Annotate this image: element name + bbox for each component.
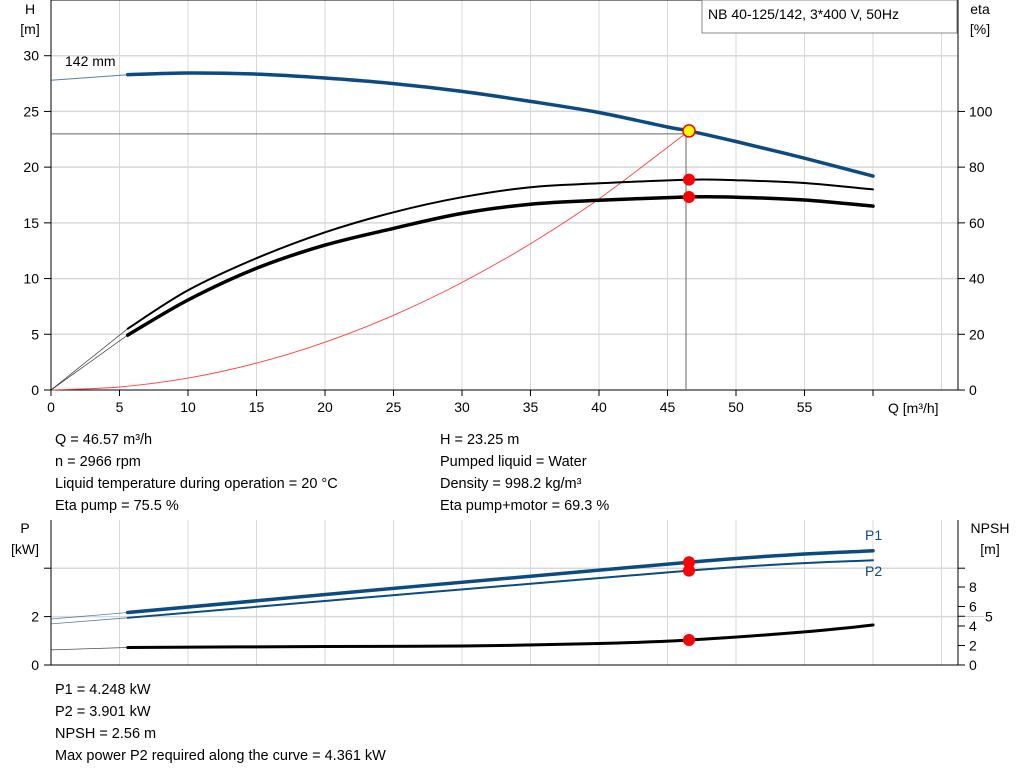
duty-info-right: H = 23.25 m Pumped liquid = Water Densit… (440, 429, 609, 517)
x-tick-label: 50 (728, 399, 744, 415)
y-tick-label: 30 (23, 48, 39, 64)
eta-pump-motor-curve (125, 194, 875, 337)
p2-curve-extrapolated (50, 617, 128, 625)
eta-pump-curve (126, 178, 874, 330)
plot-frame (50, 0, 959, 391)
npsh-tick-label: 2 (969, 638, 977, 654)
curve-label-142mm: 142 mm (65, 53, 116, 69)
head-duty-marker (682, 124, 696, 138)
head-efficiency-chart: NB 40-125/142, 3*400 V, 50Hz H [m] eta [… (20, 0, 993, 416)
npsh-axis-label-1: NPSH (971, 520, 1010, 536)
npsh-curve-extrapolated (50, 647, 128, 651)
p-axis-label-1: P (20, 520, 29, 536)
eta-pump-motor-duty-marker (683, 190, 696, 203)
y-axis-label-left-1: H (25, 1, 35, 17)
info-eta-pump-motor: Eta pump+motor = 69.3 % (440, 498, 610, 514)
info-max-p2: Max power P2 required along the curve = … (55, 748, 386, 764)
info-p2: P2 = 3.901 kW (55, 704, 151, 720)
y-tick-label: 20 (23, 159, 39, 175)
info-density: Density = 998.2 kg/m³ (440, 476, 582, 492)
y-tick-label: 0 (31, 382, 39, 398)
y-axis-label-right-1: eta (970, 1, 990, 17)
eta-pump-motor-curve-extrapolated (50, 334, 128, 391)
p-tick-label: 2 (31, 609, 39, 625)
info-liquid-temp: Liquid temperature during operation = 20… (55, 476, 338, 492)
head-curve (125, 71, 875, 178)
grid (51, 0, 958, 390)
eta-tick-label: 80 (969, 159, 985, 175)
eta-pump-curve-extrapolated (50, 328, 128, 391)
info-pumped-liquid: Pumped liquid = Water (440, 454, 587, 470)
head-curve-extrapolated (50, 74, 128, 81)
npsh-curve (126, 623, 875, 649)
series (50, 549, 875, 651)
npsh-duty-marker (683, 634, 696, 647)
npsh-tick-label: 5 (985, 608, 993, 624)
y-tick-label: 10 (23, 271, 39, 287)
info-flow: Q = 46.57 m³/h (55, 432, 153, 448)
p-tick-label: 0 (31, 657, 39, 673)
eta-tick-label: 100 (969, 103, 993, 119)
info-head: H = 23.25 m (440, 432, 520, 448)
p1-duty-marker (683, 556, 696, 569)
grid (51, 520, 958, 665)
x-tick-label: 40 (591, 399, 607, 415)
npsh-tick-label: 0 (969, 657, 977, 673)
x-tick-label: 5 (116, 399, 124, 415)
power-info: P1 = 4.248 kW P2 = 3.901 kW NPSH = 2.56 … (55, 679, 386, 767)
series (50, 71, 875, 391)
duty-info-left: Q = 46.57 m³/h n = 2966 rpm Liquid tempe… (55, 429, 338, 517)
x-tick-label: 15 (249, 399, 265, 415)
p2-duty-marker (683, 564, 696, 577)
axis-ticks: 0 2 0 2 456 8 (31, 567, 993, 673)
x-tick-label: 45 (660, 399, 676, 415)
eta-tick-label: 20 (969, 326, 985, 342)
x-tick-label: 55 (797, 399, 813, 415)
chart-title: NB 40-125/142, 3*400 V, 50Hz (708, 6, 899, 22)
y-tick-label: 25 (23, 103, 39, 119)
y-axis-label-left-2: [m] (20, 21, 39, 37)
npsh-tick-label: 8 (969, 579, 977, 595)
title-box (701, 0, 958, 34)
axis-ticks: 0 5 10 15 20 25 30 0 20 40 60 80 100 0 5 10 15 20 25 30 35 40… (23, 48, 992, 415)
x-tick-label: 20 (317, 399, 333, 415)
x-tick-label: 30 (454, 399, 470, 415)
info-speed: n = 2966 rpm (55, 454, 141, 470)
eta-pump-duty-marker (683, 173, 696, 186)
p2-curve (126, 559, 874, 619)
x-tick-label: 0 (47, 399, 55, 415)
x-tick-label: 10 (180, 399, 196, 415)
x-axis-label: Q [m³/h] (888, 400, 939, 416)
info-eta-pump: Eta pump = 75.5 % (55, 498, 179, 514)
power-npsh-chart: P [kW] NPSH [m] P1 P2 0 2 0 2 456 8 (11, 520, 1009, 673)
system-curve (50, 130, 690, 391)
npsh-tick-label: 6 (969, 599, 977, 615)
p1-label: P1 (865, 527, 882, 543)
y-axis-label-right-2: [%] (970, 21, 990, 37)
p-axis-label-2: [kW] (11, 541, 39, 557)
y-tick-label: 15 (23, 215, 39, 231)
y-tick-label: 5 (31, 326, 39, 342)
npsh-tick-label: 4 (969, 618, 977, 634)
eta-tick-label: 0 (969, 382, 977, 398)
p2-label: P2 (865, 563, 882, 579)
info-npsh: NPSH = 2.56 m (55, 726, 157, 742)
npsh-axis-label-2: [m] (980, 541, 999, 557)
eta-tick-label: 60 (969, 215, 985, 231)
x-tick-label: 35 (523, 399, 539, 415)
p1-curve-extrapolated (50, 612, 128, 620)
eta-tick-label: 40 (969, 271, 985, 287)
p1-curve (125, 549, 875, 615)
x-tick-label: 25 (386, 399, 402, 415)
info-p1: P1 = 4.248 kW (55, 682, 151, 698)
